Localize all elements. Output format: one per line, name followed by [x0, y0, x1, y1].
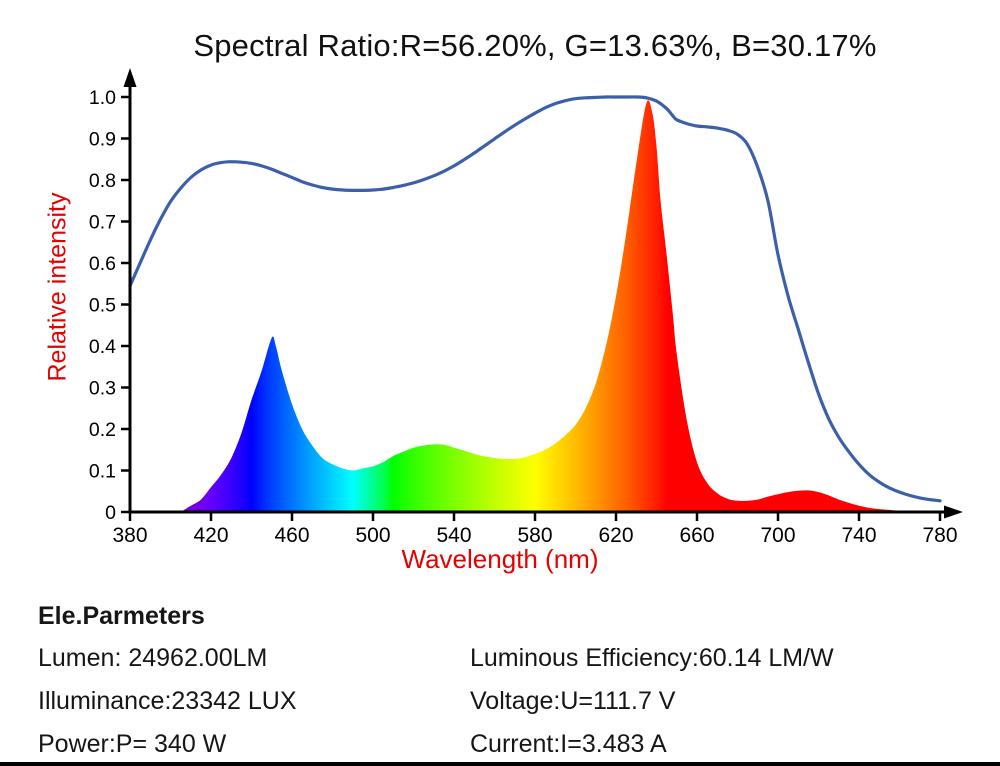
parameters-heading: Ele.Parmeters: [38, 602, 205, 630]
param-current: Current:I=3.483 A: [470, 730, 667, 758]
param-voltage: Voltage:U=111.7 V: [470, 687, 676, 715]
bottom-divider: [0, 762, 1000, 766]
x-tick-label: 420: [193, 524, 228, 547]
y-tick-label: 0.7: [89, 212, 116, 234]
y-axis-label: Relative intensity: [43, 192, 72, 382]
y-tick-label: 0.6: [89, 253, 116, 275]
y-tick-label: 0.5: [89, 295, 116, 317]
param-luminous-efficiency: Luminous Efficiency:60.14 LM/W: [470, 644, 834, 672]
param-lumen: Lumen: 24962.00LM: [38, 644, 268, 672]
y-tick-label: 0.9: [89, 129, 116, 151]
spectrum-area: [180, 100, 941, 512]
y-tick-label: 0.1: [89, 461, 116, 483]
x-tick-label: 780: [922, 524, 957, 547]
x-tick-label: 540: [436, 524, 471, 547]
x-tick-label: 380: [112, 524, 147, 547]
parameters-grid: Lumen: 24962.00LM Luminous Efficiency:60…: [38, 644, 980, 759]
x-axis-arrow: [944, 505, 963, 519]
x-tick-label: 580: [517, 524, 552, 547]
param-power: Power:P= 340 W: [38, 730, 227, 758]
spectral-plot: 380 420 460 500 540 580 620 660 700 740 780 1.0 0.9 0…: [89, 68, 963, 547]
x-axis-label: Wavelength (nm): [401, 544, 599, 574]
y-tick-label: 1.0: [89, 87, 116, 109]
x-tick-label: 500: [355, 524, 390, 547]
x-tick-label: 660: [679, 524, 714, 547]
y-tick-label: 0.3: [89, 378, 116, 400]
y-tick-label: 0: [105, 502, 116, 524]
plot-canvas: 380 420 460 500 540 580 620 660 700 740 780 1.0 0.9 0…: [89, 68, 963, 547]
x-tick-label: 460: [274, 524, 309, 547]
param-illuminance: Illuminance:23342 LUX: [38, 687, 297, 715]
y-axis-arrow: [123, 68, 137, 87]
electrical-parameters: Ele.Parmeters Lumen: 24962.00LM Luminous…: [38, 602, 980, 759]
y-tick-label: 0.8: [89, 170, 116, 192]
chart-title: Spectral Ratio:R=56.20%, G=13.63%, B=30.…: [193, 28, 877, 63]
x-tick-label: 740: [841, 524, 876, 547]
x-tick-label: 620: [598, 524, 633, 547]
y-tick-label: 0.4: [89, 336, 116, 358]
reference-curve-line: [128, 95, 942, 503]
y-tick-label: 0.2: [89, 419, 116, 441]
x-tick-label: 700: [760, 524, 795, 547]
